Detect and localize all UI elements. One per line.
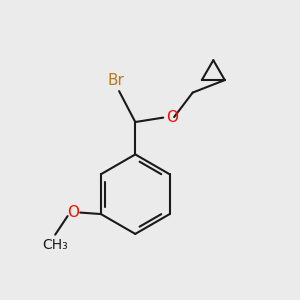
Text: CH₃: CH₃ [42,238,68,252]
Text: O: O [166,110,178,125]
Text: Br: Br [108,73,124,88]
Text: O: O [67,205,79,220]
